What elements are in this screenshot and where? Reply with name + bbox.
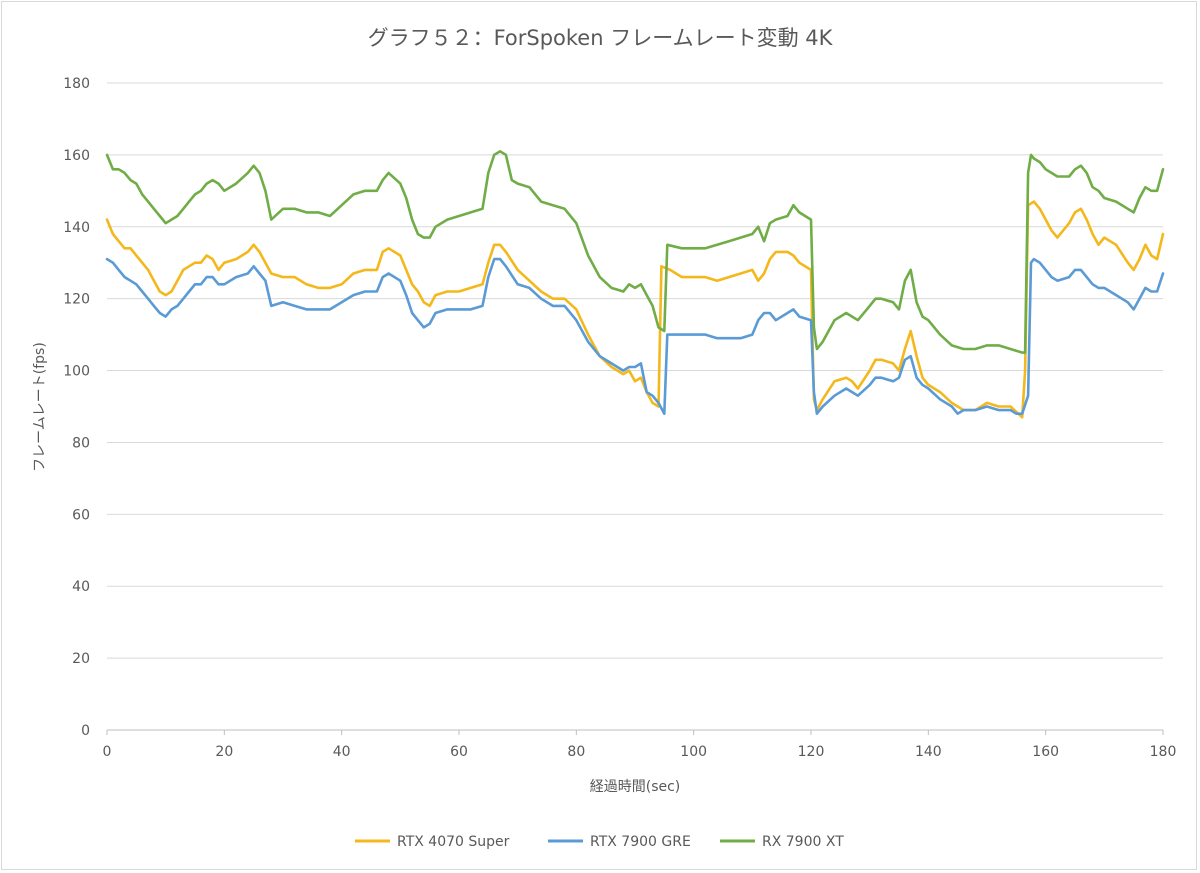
legend: RTX 4070 Super RTX 7900 GRE RX 7900 XT	[355, 834, 844, 850]
y-tick-label: 100	[63, 364, 90, 380]
x-tick-label: 100	[680, 744, 707, 760]
x-axis-title: 経過時間(sec)	[590, 779, 681, 795]
x-axis-ticks: 0 20 40 60 80 100 120 140 160 180	[103, 730, 1177, 760]
y-tick-label: 140	[63, 220, 90, 236]
y-tick-label: 20	[72, 651, 90, 667]
x-tick-label: 140	[915, 744, 942, 760]
gridlines	[107, 82, 1163, 731]
x-tick-label: 40	[333, 744, 351, 760]
y-tick-label: 60	[72, 507, 90, 523]
series-line-2	[105, 257, 1165, 415]
series-lines	[105, 150, 1165, 419]
legend-label: RTX 7900 GRE	[590, 834, 691, 850]
x-tick-label: 60	[450, 744, 468, 760]
chart-title: グラフ５２：ForSpoken フレームレート変動 4K	[368, 26, 834, 50]
y-tick-label: 180	[63, 76, 90, 92]
series-line-1	[105, 200, 1165, 419]
x-tick-label: 180	[1150, 744, 1177, 760]
x-tick-label: 120	[798, 744, 825, 760]
y-axis-ticks: 0 20 40 60 80 100 120 140 160 180	[63, 76, 90, 739]
y-tick-label: 80	[72, 435, 90, 451]
x-tick-label: 20	[215, 744, 233, 760]
legend-label: RX 7900 XT	[762, 834, 844, 850]
y-tick-label: 0	[81, 723, 90, 739]
x-tick-label: 0	[103, 744, 112, 760]
y-tick-label: 120	[63, 292, 90, 308]
legend-label: RTX 4070 Super	[397, 834, 510, 850]
series-line-3	[105, 150, 1165, 354]
y-tick-label: 160	[63, 148, 90, 164]
x-tick-label: 160	[1032, 744, 1059, 760]
x-tick-label: 80	[567, 744, 585, 760]
y-axis-title: フレームレート(fps)	[32, 342, 48, 472]
y-tick-label: 40	[72, 579, 90, 595]
